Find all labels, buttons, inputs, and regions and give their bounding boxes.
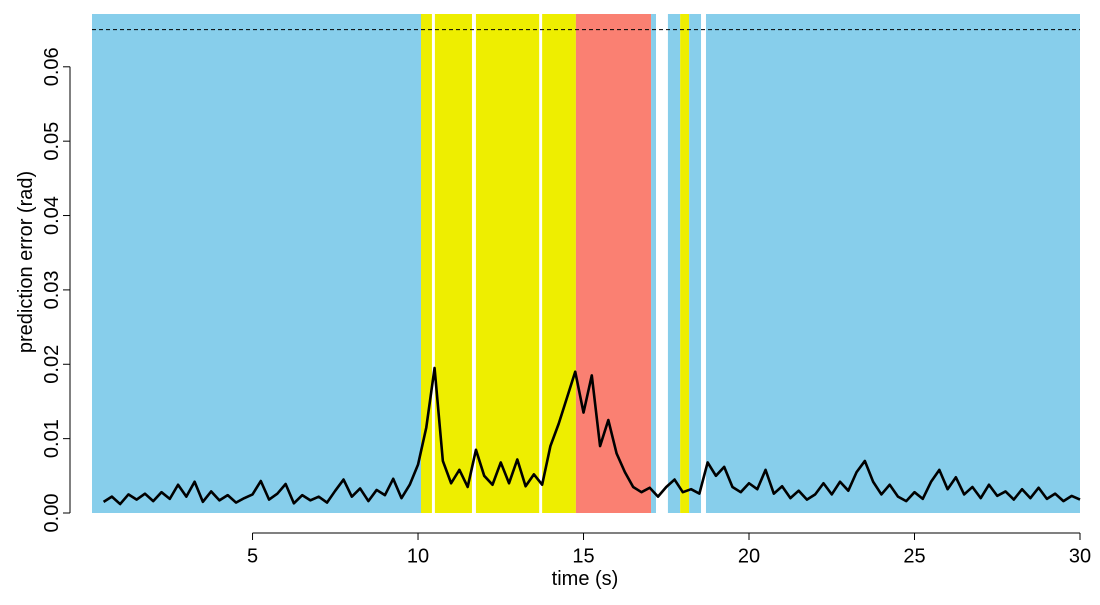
x-tick-label: 25 [903,545,925,567]
y-tick-label: 0.00 [41,494,63,533]
band [667,14,681,513]
x-tick-label: 20 [738,545,760,567]
x-tick-label: 5 [247,545,258,567]
x-axis-label: time (s) [552,568,619,590]
band [651,14,657,513]
band [689,14,702,513]
y-tick-label: 0.02 [41,345,63,384]
band [705,14,1080,513]
y-tick-label: 0.06 [41,47,63,86]
x-tick-label: 30 [1069,545,1091,567]
x-tick-label: 15 [572,545,594,567]
y-tick-label: 0.04 [41,196,63,235]
y-axis-label: prediction error (rad) [15,171,37,353]
band [575,14,652,513]
band [92,14,422,513]
y-tick-label: 0.01 [41,419,63,458]
y-tick-label: 0.05 [41,122,63,161]
band [680,14,690,513]
band [542,14,576,513]
x-tick-label: 10 [407,545,429,567]
band [475,14,540,513]
band [421,14,432,513]
y-tick-label: 0.03 [41,270,63,309]
series-line [102,366,1081,506]
